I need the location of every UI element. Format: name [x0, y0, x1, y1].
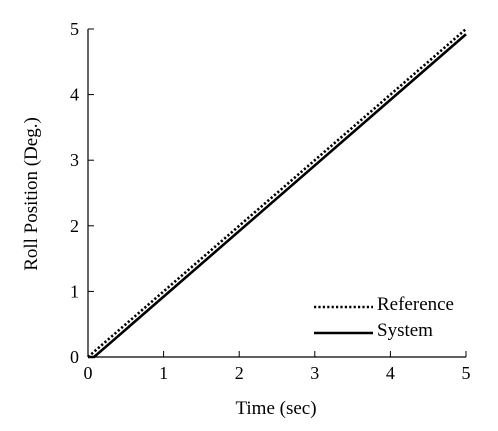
x-ticks: 0 1 2 3 4 5 [84, 351, 471, 383]
x-tick-label: 1 [159, 363, 168, 383]
y-tick-label: 3 [70, 150, 79, 170]
legend-reference-label: Reference [377, 294, 454, 315]
x-tick-label: 5 [462, 363, 471, 383]
legend: Reference System [314, 294, 454, 341]
y-tick-label: 4 [70, 85, 79, 105]
x-tick-label: 0 [84, 363, 93, 383]
y-tick-label: 5 [70, 19, 79, 39]
series-layer [87, 28, 467, 359]
y-axis-title: Roll Position (Deg.) [21, 117, 42, 271]
y-tick-label: 2 [70, 216, 79, 236]
y-tick-label: 0 [70, 347, 79, 367]
legend-system-label: System [377, 320, 433, 341]
y-ticks: 0 1 2 3 4 5 [70, 19, 94, 367]
x-tick-label: 4 [386, 363, 395, 383]
axes [87, 29, 466, 358]
series-line-system [88, 33, 467, 359]
x-axis-title: Time (sec) [235, 398, 316, 419]
x-tick-label: 3 [310, 363, 319, 383]
y-tick-label: 1 [70, 281, 79, 301]
x-tick-label: 2 [235, 363, 244, 383]
